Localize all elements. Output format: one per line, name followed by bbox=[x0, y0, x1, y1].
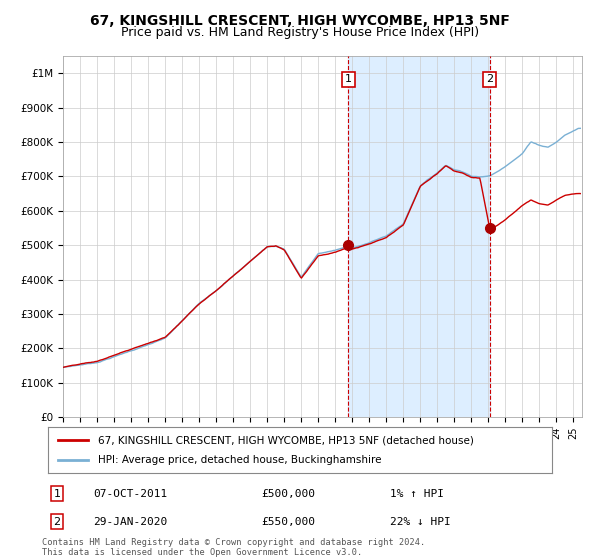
Text: HPI: Average price, detached house, Buckinghamshire: HPI: Average price, detached house, Buck… bbox=[98, 455, 382, 465]
Text: 1: 1 bbox=[345, 74, 352, 85]
Text: 29-JAN-2020: 29-JAN-2020 bbox=[93, 517, 167, 527]
Text: £500,000: £500,000 bbox=[261, 489, 315, 499]
Text: 07-OCT-2011: 07-OCT-2011 bbox=[93, 489, 167, 499]
Text: 1: 1 bbox=[53, 489, 61, 499]
Text: Contains HM Land Registry data © Crown copyright and database right 2024.
This d: Contains HM Land Registry data © Crown c… bbox=[42, 538, 425, 557]
Text: 67, KINGSHILL CRESCENT, HIGH WYCOMBE, HP13 5NF (detached house): 67, KINGSHILL CRESCENT, HIGH WYCOMBE, HP… bbox=[98, 435, 474, 445]
Text: 22% ↓ HPI: 22% ↓ HPI bbox=[390, 517, 451, 527]
Text: 1% ↑ HPI: 1% ↑ HPI bbox=[390, 489, 444, 499]
Text: 2: 2 bbox=[53, 517, 61, 527]
Text: 2: 2 bbox=[486, 74, 493, 85]
Bar bbox=[349, 56, 490, 417]
Text: 67, KINGSHILL CRESCENT, HIGH WYCOMBE, HP13 5NF: 67, KINGSHILL CRESCENT, HIGH WYCOMBE, HP… bbox=[90, 14, 510, 28]
Text: Price paid vs. HM Land Registry's House Price Index (HPI): Price paid vs. HM Land Registry's House … bbox=[121, 26, 479, 39]
Text: £550,000: £550,000 bbox=[261, 517, 315, 527]
